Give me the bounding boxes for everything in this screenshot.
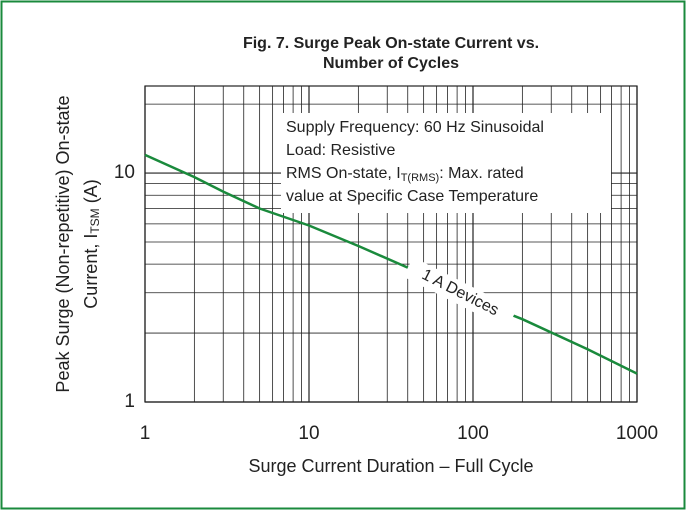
annotation-part: : Max. rated [439,165,523,182]
annotation-part: RMS On-state, I [286,165,401,182]
x-tick-label: 100 [457,423,489,444]
x-tick-label: 1000 [616,423,658,444]
x-axis-label: Surge Current Duration – Full Cycle [248,456,533,476]
plot-frame [144,85,638,403]
x-tick-label: 1 [140,423,151,444]
annotation: Supply Frequency: 60 Hz Sinusoidal [286,119,544,136]
y-axis-label: Current, ITSM (A) [81,179,102,308]
y-tick-label: 10 [114,162,135,183]
annotation: Load: Resistive [286,142,395,159]
series-label-bg [403,257,517,330]
chart-title: Fig. 7. Surge Peak On-state Current vs. [243,35,539,52]
y-axis-label-subscript: TSM [88,208,102,233]
y-axis-label-part: Current, I [81,234,101,309]
annotation: value at Specific Case Temperature [286,188,538,205]
annotation-box [281,113,611,213]
y-axis-label-part: (A) [81,179,101,208]
y-axis-label: Peak Surge (Non-repetitive) On-state [53,95,73,392]
series-line [144,153,638,375]
y-tick-label: 1 [124,391,135,412]
annotation-subscript: T(RMS) [401,172,440,184]
x-tick-label: 10 [298,423,319,444]
chart-title: Number of Cycles [323,55,459,72]
annotation: RMS On-state, IT(RMS): Max. rated [286,165,524,184]
